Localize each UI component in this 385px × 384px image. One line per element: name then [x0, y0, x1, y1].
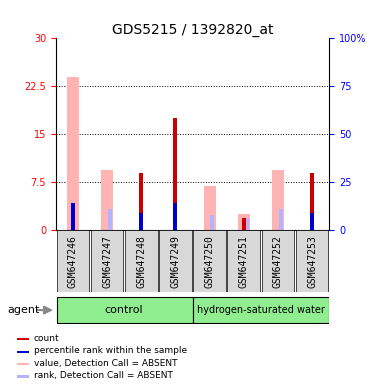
Bar	[279, 209, 283, 230]
Text: GSM647246: GSM647246	[68, 235, 78, 288]
Bar	[108, 209, 112, 230]
Bar	[17, 338, 28, 340]
Bar	[238, 214, 250, 230]
Text: control: control	[105, 305, 144, 315]
Text: GSM647247: GSM647247	[102, 235, 112, 288]
Text: percentile rank within the sample: percentile rank within the sample	[34, 346, 187, 355]
Bar	[67, 77, 79, 230]
Text: GSM647248: GSM647248	[136, 235, 146, 288]
Title: GDS5215 / 1392820_at: GDS5215 / 1392820_at	[112, 23, 273, 37]
Bar	[91, 230, 124, 292]
Bar	[228, 230, 260, 292]
Bar	[159, 230, 192, 292]
Text: count: count	[34, 334, 59, 343]
Bar	[261, 230, 294, 292]
Bar	[173, 203, 177, 230]
Text: hydrogen-saturated water: hydrogen-saturated water	[197, 305, 325, 315]
Bar	[17, 351, 28, 353]
Bar	[101, 170, 113, 230]
Bar	[272, 170, 284, 230]
Bar	[173, 118, 177, 230]
Bar	[244, 218, 249, 230]
Bar	[193, 230, 226, 292]
Bar	[139, 213, 143, 230]
Text: GSM647253: GSM647253	[307, 235, 317, 288]
Text: GSM647249: GSM647249	[171, 235, 181, 288]
Bar	[57, 297, 192, 323]
Bar	[125, 230, 157, 292]
Text: value, Detection Call = ABSENT: value, Detection Call = ABSENT	[34, 359, 177, 368]
Text: rank, Detection Call = ABSENT: rank, Detection Call = ABSENT	[34, 371, 173, 380]
Bar	[310, 213, 314, 230]
Bar	[17, 376, 28, 378]
Bar	[242, 218, 246, 230]
Text: GSM647252: GSM647252	[273, 235, 283, 288]
Text: GSM647250: GSM647250	[204, 235, 214, 288]
Bar	[57, 230, 89, 292]
Bar	[71, 203, 75, 230]
Bar	[310, 173, 314, 230]
Bar	[204, 185, 216, 230]
Text: GSM647251: GSM647251	[239, 235, 249, 288]
Bar	[210, 215, 214, 230]
Bar	[139, 173, 143, 230]
Bar	[193, 297, 329, 323]
Bar	[296, 230, 328, 292]
Bar	[17, 363, 28, 365]
Text: agent: agent	[8, 305, 40, 315]
